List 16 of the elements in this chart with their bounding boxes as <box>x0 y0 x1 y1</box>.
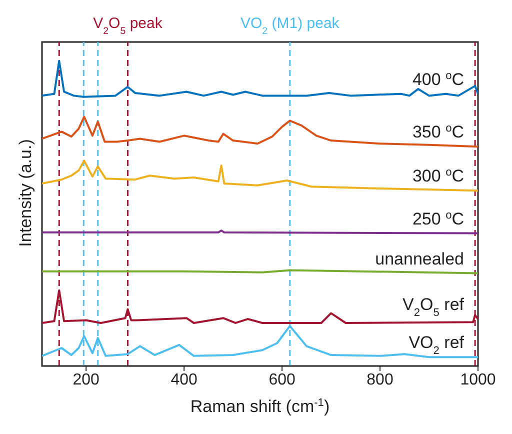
x-tick-label: 200 <box>72 371 100 388</box>
series-label: 350 $^{o}$C <box>412 122 464 142</box>
x-tick-label: 400 <box>170 371 198 388</box>
ref-line-label: VO$_{2}$ (M1) peak <box>240 15 340 36</box>
x-tick-label: 800 <box>366 371 394 388</box>
series-label: V$_{2}$O$_{5}$ ref <box>402 295 464 320</box>
series-label: 300 $^{o}$C <box>412 166 464 186</box>
ref-line-label: V$_{2}$O$_{5}$ peak <box>93 15 163 36</box>
x-tick-label: 1000 <box>460 371 496 388</box>
y-axis-title: Intensity (a.u.) <box>16 139 35 247</box>
x-tick-label: 600 <box>268 371 296 388</box>
series-label: 400 $^{o}$C <box>412 70 464 89</box>
series-label: unannealed <box>375 249 464 268</box>
series-label: VO$_{2}$ ref <box>408 333 464 358</box>
x-axis-title: Raman shift (cm$^{-1}$) <box>190 397 330 416</box>
series-label: 250 $^{o}$C <box>412 209 464 228</box>
